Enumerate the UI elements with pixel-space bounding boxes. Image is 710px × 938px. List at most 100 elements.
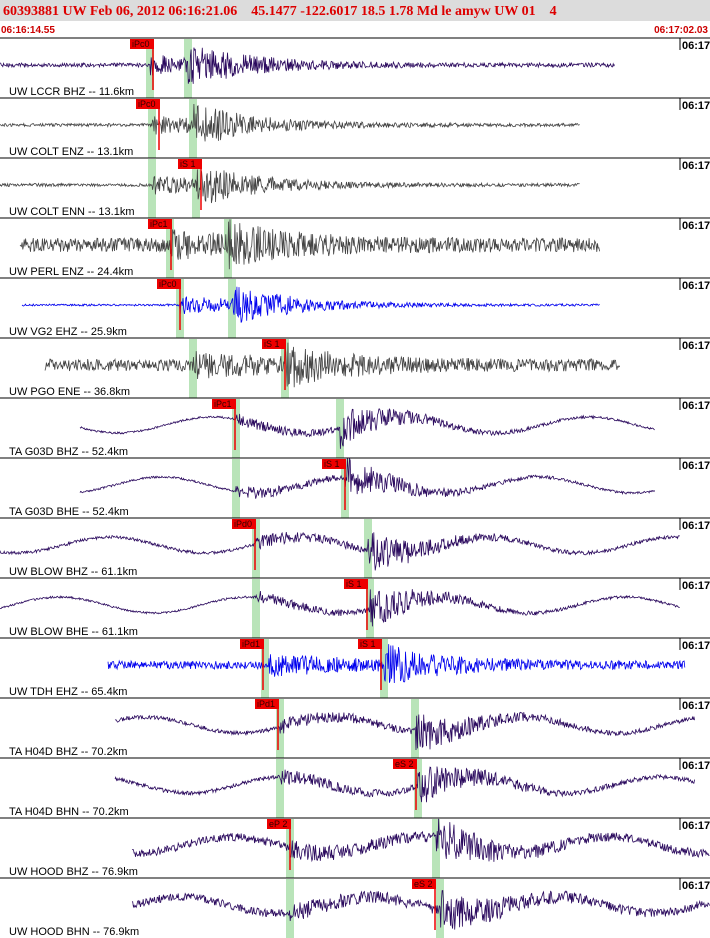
waveform	[0, 47, 615, 84]
waveform	[21, 286, 600, 323]
pick-label: iPd1	[242, 639, 260, 649]
trace-panel: iPc1 06:17 UW PERL ENZ -- 24.4km	[0, 217, 710, 278]
trace-panel: iS 1 06:17 UW COLT ENN -- 13.1km	[0, 157, 710, 218]
trace-label: UW COLT ENZ -- 13.1km	[9, 146, 133, 158]
trace-label: UW PGO ENE -- 36.8km	[9, 386, 130, 398]
waveform	[131, 818, 710, 863]
pick-label: iPd0	[234, 519, 252, 529]
trace-panel: iPc1 06:17 TA G03D BHZ -- 52.4km	[0, 397, 710, 458]
trace-panel: iPd1 iS 1 06:17 UW TDH EHZ -- 65.4km	[0, 637, 710, 698]
predicted-arrival	[192, 159, 200, 218]
pick-box	[148, 219, 172, 229]
predicted-arrival	[261, 639, 269, 698]
predicted-arrival	[228, 279, 236, 338]
pick-label: iS 1	[264, 339, 280, 349]
pick-label: iPc1	[214, 399, 232, 409]
pick-label: eS 2	[414, 879, 433, 889]
end-time: 06:17:02.03	[654, 25, 708, 36]
predicted-arrival	[232, 399, 240, 458]
predicted-arrival	[148, 99, 156, 158]
trace-time: 06:17	[682, 880, 710, 892]
pick-box	[344, 579, 368, 589]
predicted-arrival	[286, 879, 294, 938]
pick-box	[255, 699, 279, 709]
pick-box	[358, 639, 382, 649]
trace-panel: iS 1 06:17 UW PGO ENE -- 36.8km	[0, 337, 710, 398]
pick-label: iPc0	[132, 39, 150, 49]
trace-time: 06:17	[682, 460, 710, 472]
trace-label: UW HOOD BHZ -- 76.9km	[9, 866, 138, 878]
trace-label: UW PERL ENZ -- 24.4km	[9, 266, 133, 278]
trace-time: 06:17	[682, 820, 710, 832]
trace-time: 06:17	[682, 40, 710, 52]
waveform	[107, 644, 686, 684]
pick-box	[212, 399, 236, 409]
pick-box	[130, 39, 154, 49]
trace-time: 06:17	[682, 760, 710, 772]
predicted-arrival	[252, 579, 260, 638]
predicted-arrival	[148, 159, 156, 218]
pick-box	[178, 159, 202, 169]
pick-label: iPc1	[150, 219, 168, 229]
trace-label: UW LCCR BHZ -- 11.6km	[9, 86, 134, 98]
pick-label: iS 1	[360, 639, 376, 649]
trace-label: UW HOOD BHN -- 76.9km	[9, 926, 139, 938]
trace-panel: iPc0 06:17 UW LCCR BHZ -- 11.6km	[0, 37, 710, 98]
waveform	[114, 711, 695, 751]
pick-label: iPd1	[257, 699, 275, 709]
predicted-arrival	[189, 99, 197, 158]
waveform	[79, 458, 656, 499]
trace-panel: eS 2 06:17 TA H04D BHN -- 70.2km	[0, 757, 710, 818]
waveform	[0, 589, 680, 627]
predicted-arrival	[364, 519, 372, 578]
trace-label: UW VG2 EHZ -- 25.9km	[9, 326, 127, 338]
trace-label: UW BLOW BHE -- 61.1km	[9, 626, 138, 638]
waveform	[79, 408, 655, 449]
predicted-arrival	[276, 759, 284, 818]
trace-label: TA G03D BHE -- 52.4km	[9, 506, 129, 518]
pick-box	[262, 339, 286, 349]
pick-box	[322, 459, 346, 469]
event-header: 60393881 UW Feb 06, 2012 06:16:21.06 45.…	[3, 4, 557, 19]
pick-label: iS 1	[180, 159, 196, 169]
trace-time: 06:17	[682, 280, 710, 292]
trace-time: 06:17	[682, 580, 710, 592]
trace-label: UW COLT ENN -- 13.1km	[9, 206, 135, 218]
trace-label: TA G03D BHZ -- 52.4km	[9, 446, 128, 458]
trace-panel: iPc0 06:17 UW COLT ENZ -- 13.1km	[0, 97, 710, 158]
waveform	[0, 103, 580, 142]
trace-panel: iPd0 06:17 UW BLOW BHZ -- 61.1km	[0, 517, 710, 578]
trace-panel: eS 2 06:17 UW HOOD BHN -- 76.9km	[0, 877, 710, 938]
trace-panel: iPc0 06:17 UW VG2 EHZ -- 25.9km	[0, 277, 710, 338]
trace-time: 06:17	[682, 100, 710, 112]
predicted-arrival	[414, 759, 422, 818]
pick-box	[157, 279, 181, 289]
pick-label: iPc0	[159, 279, 177, 289]
waveform	[44, 342, 621, 388]
trace-panel: iPd1 06:17 TA H04D BHZ -- 70.2km	[0, 697, 710, 758]
pick-label: eS 2	[395, 759, 414, 769]
waveform	[131, 889, 710, 930]
waveform	[0, 169, 580, 204]
start-time: 06:16:14.55	[1, 25, 55, 36]
trace-panel: eP 2 06:17 UW HOOD BHZ -- 76.9km	[0, 817, 710, 878]
pick-label: iS 1	[346, 579, 362, 589]
waveform	[0, 531, 680, 571]
trace-time: 06:17	[682, 220, 710, 232]
pick-box	[267, 819, 291, 829]
trace-panel: iS 1 06:17 TA G03D BHE -- 52.4km	[0, 457, 710, 518]
trace-label: UW BLOW BHZ -- 61.1km	[9, 566, 137, 578]
trace-time: 06:17	[682, 340, 710, 352]
predicted-arrival	[252, 519, 260, 578]
pick-box	[412, 879, 436, 889]
header-bar	[0, 0, 710, 21]
trace-label: TA H04D BHZ -- 70.2km	[9, 746, 127, 758]
trace-time: 06:17	[682, 640, 710, 652]
trace-label: TA H04D BHN -- 70.2km	[9, 806, 129, 818]
pick-box	[393, 759, 417, 769]
waveform	[114, 766, 695, 803]
pick-label: eP 2	[269, 819, 287, 829]
trace-time: 06:17	[682, 700, 710, 712]
pick-box	[136, 99, 160, 109]
